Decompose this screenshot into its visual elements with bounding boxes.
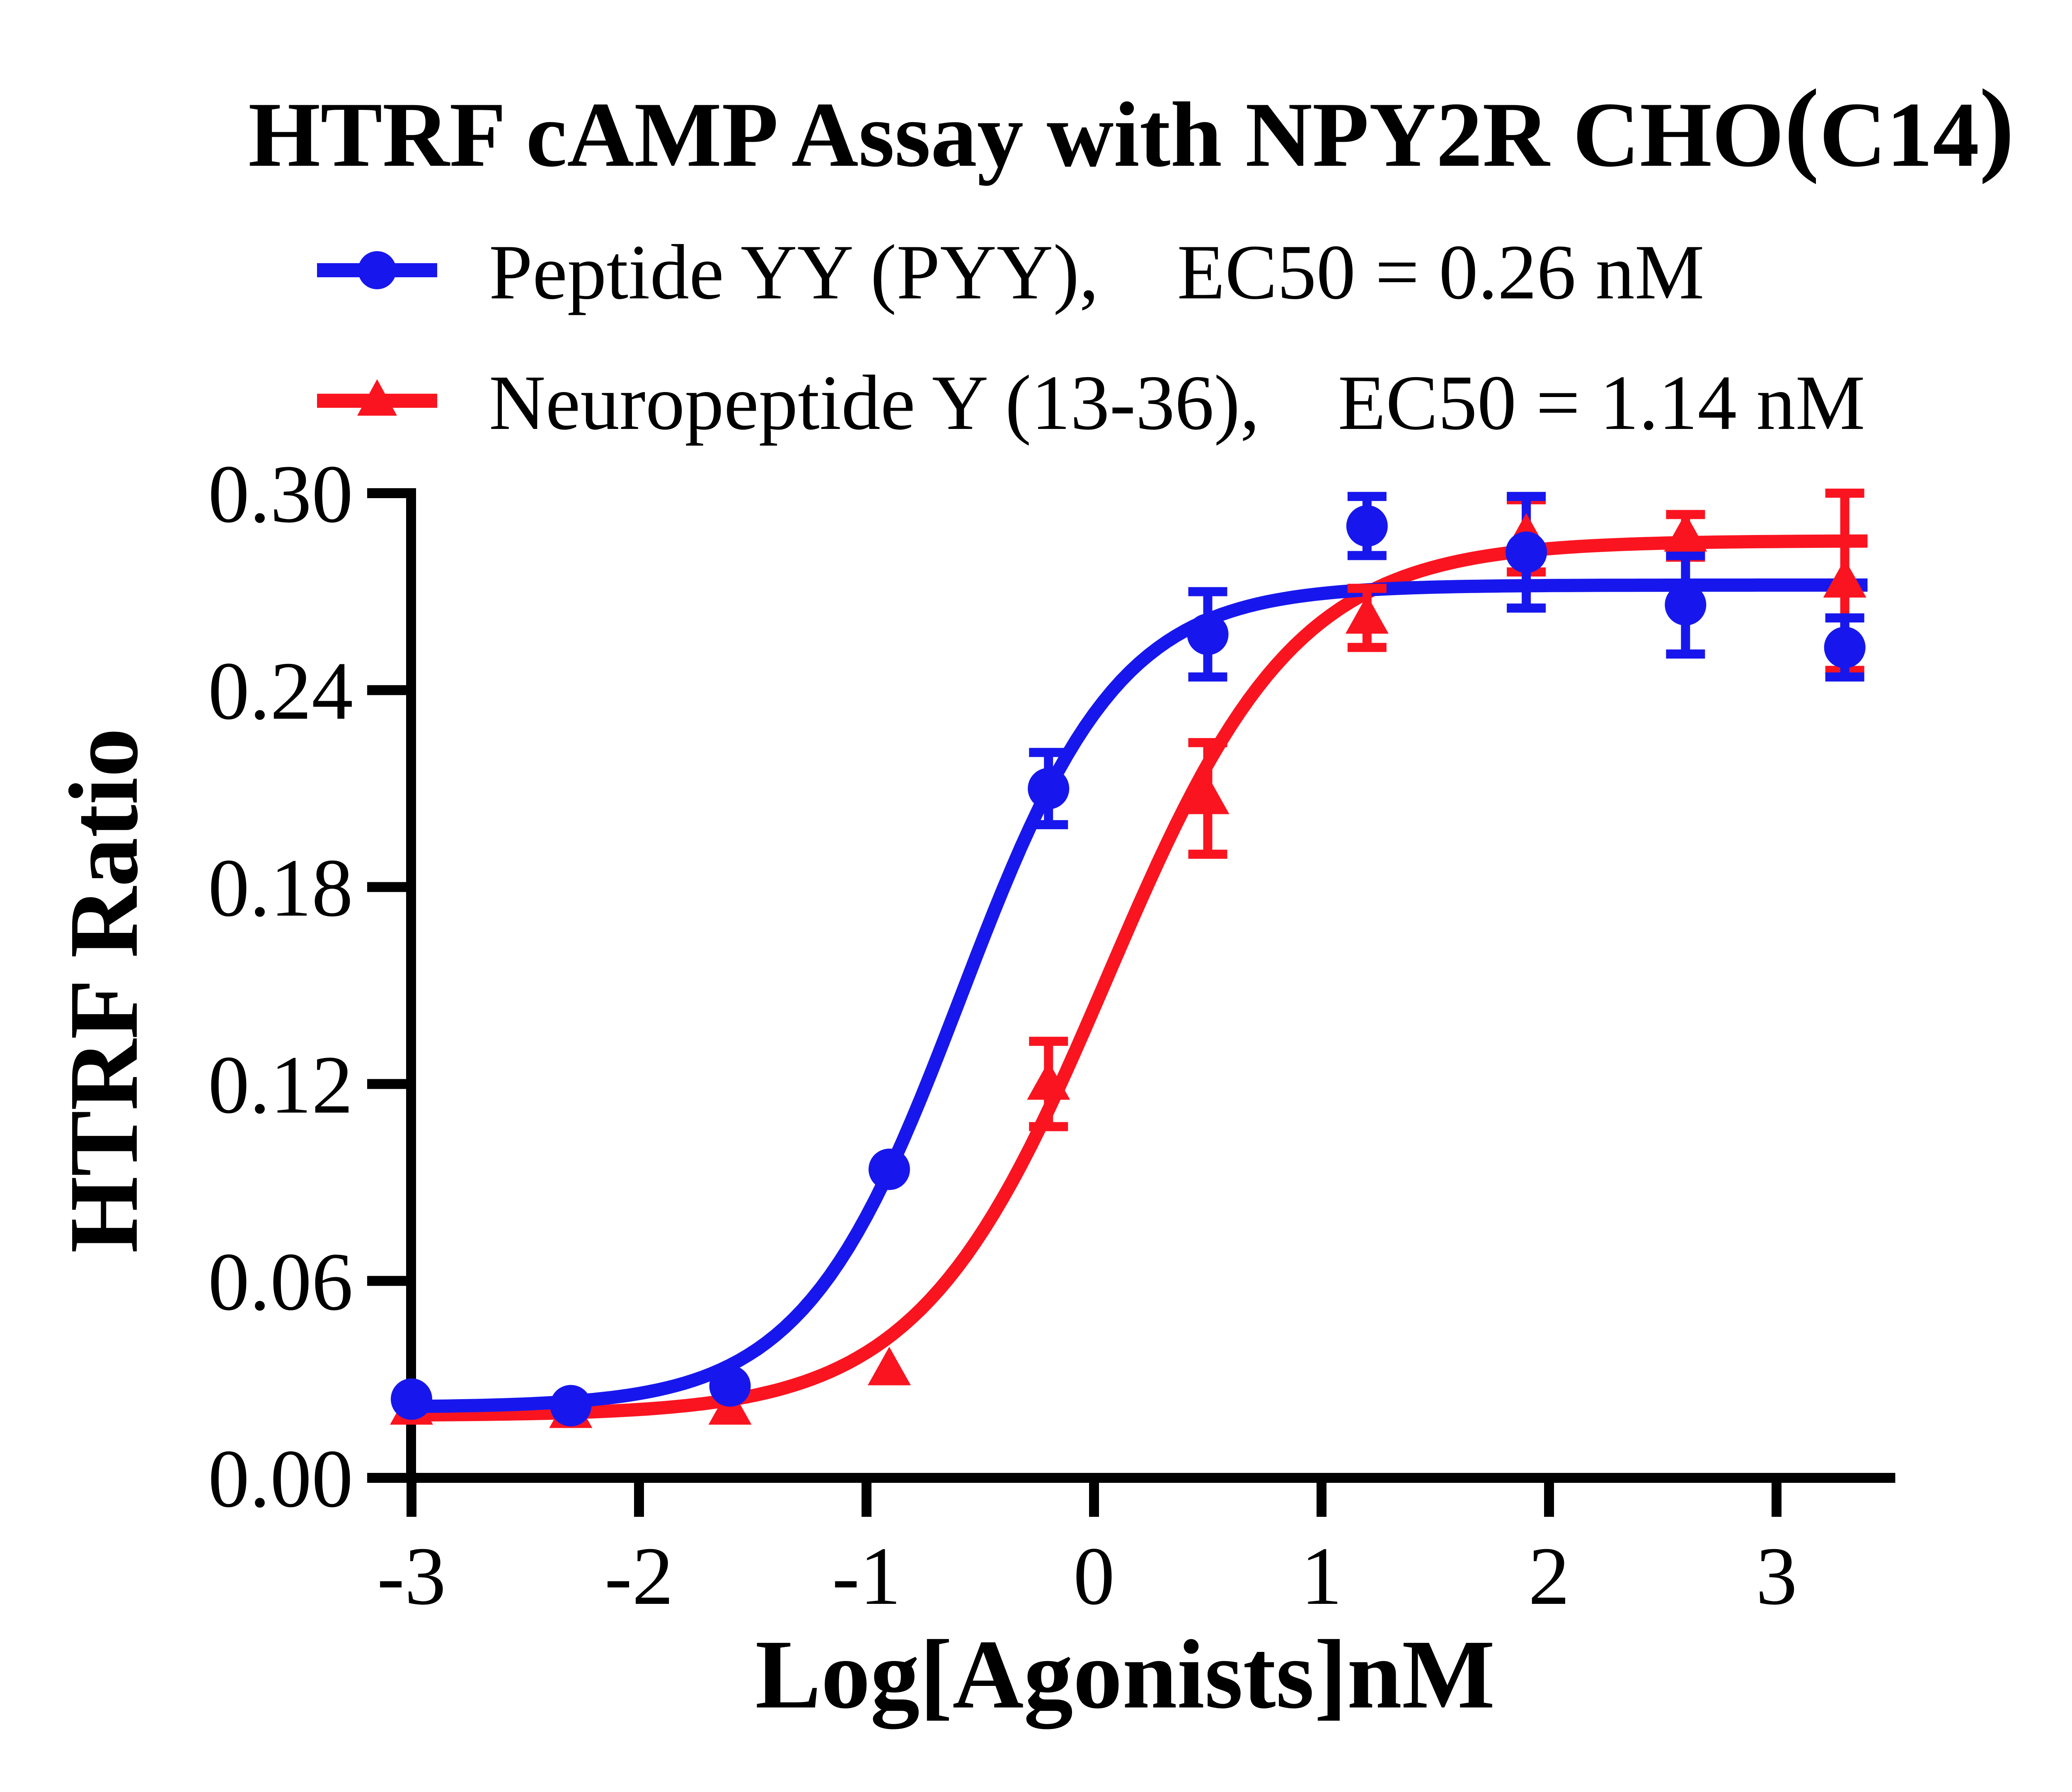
x-tick-label: 0: [1073, 1530, 1115, 1622]
x-tick-label: 1: [1301, 1530, 1342, 1622]
y-tick-label: 0.12: [208, 1039, 353, 1131]
data-point-circle: [709, 1365, 751, 1407]
data-point-circle: [1346, 505, 1388, 547]
data-point-triangle: [867, 1346, 911, 1385]
x-tick-label: 2: [1528, 1530, 1570, 1622]
y-tick-label: 0.18: [208, 842, 353, 934]
markers-npy: [390, 513, 1866, 1428]
y-tick-label: 0.00: [208, 1433, 353, 1525]
legend-item: Neuropeptide Y (13-36), EC50 = 1.14 nM: [317, 359, 1865, 446]
axes: [367, 488, 1895, 1517]
tick-labels: -3 -2 -1 0 1 2 3 0.00 0.06 0.12 0.18 0.24 0.30: [208, 448, 1797, 1622]
y-tick-label: 0.24: [208, 645, 353, 737]
data-point-circle: [391, 1378, 432, 1420]
legend-circle-marker-icon: [358, 251, 396, 289]
markers-pyy: [391, 505, 1866, 1426]
y-tick-label: 0.06: [208, 1236, 353, 1328]
data-point-triangle: [1823, 559, 1866, 598]
chart-title: HTRF cAMP Assay with NPY2R CHO(C14): [248, 68, 2014, 186]
data-point-circle: [1665, 584, 1706, 626]
x-tick-label: -2: [605, 1530, 674, 1622]
data-point-triangle: [1345, 595, 1389, 634]
data-point-circle: [1028, 768, 1070, 809]
y-tick-label: 0.30: [208, 448, 353, 540]
x-tick-label: -3: [377, 1530, 446, 1622]
fit-curve-pyy: [411, 578, 1868, 1413]
data-point-circle: [1187, 613, 1229, 655]
data-point-circle: [1506, 531, 1547, 573]
legend-label: Peptide YY (PYY), EC50 = 0.26 nM: [489, 229, 1704, 315]
data-point-circle: [550, 1385, 592, 1426]
legend-item: Peptide YY (PYY), EC50 = 0.26 nM: [317, 229, 1704, 315]
data-point-triangle: [1186, 775, 1230, 814]
legend-label: Neuropeptide Y (13-36), EC50 = 1.14 nM: [489, 359, 1865, 446]
x-tick-label: -1: [832, 1530, 901, 1622]
data-point-triangle: [1027, 1061, 1070, 1100]
data-point-triangle: [1664, 513, 1707, 552]
legend-triangle-marker-icon: [357, 379, 397, 416]
data-point-circle: [868, 1148, 910, 1190]
x-tick-label: 3: [1756, 1530, 1797, 1622]
data-point-circle: [1824, 627, 1866, 668]
legend: Peptide YY (PYY), EC50 = 0.26 nM Neuropep…: [317, 229, 1865, 446]
x-axis-title: Log[Agonists]nM: [755, 1620, 1495, 1729]
y-axis-title: HTRF Ratio: [49, 728, 158, 1253]
fit-curve-npy: [411, 534, 1868, 1422]
